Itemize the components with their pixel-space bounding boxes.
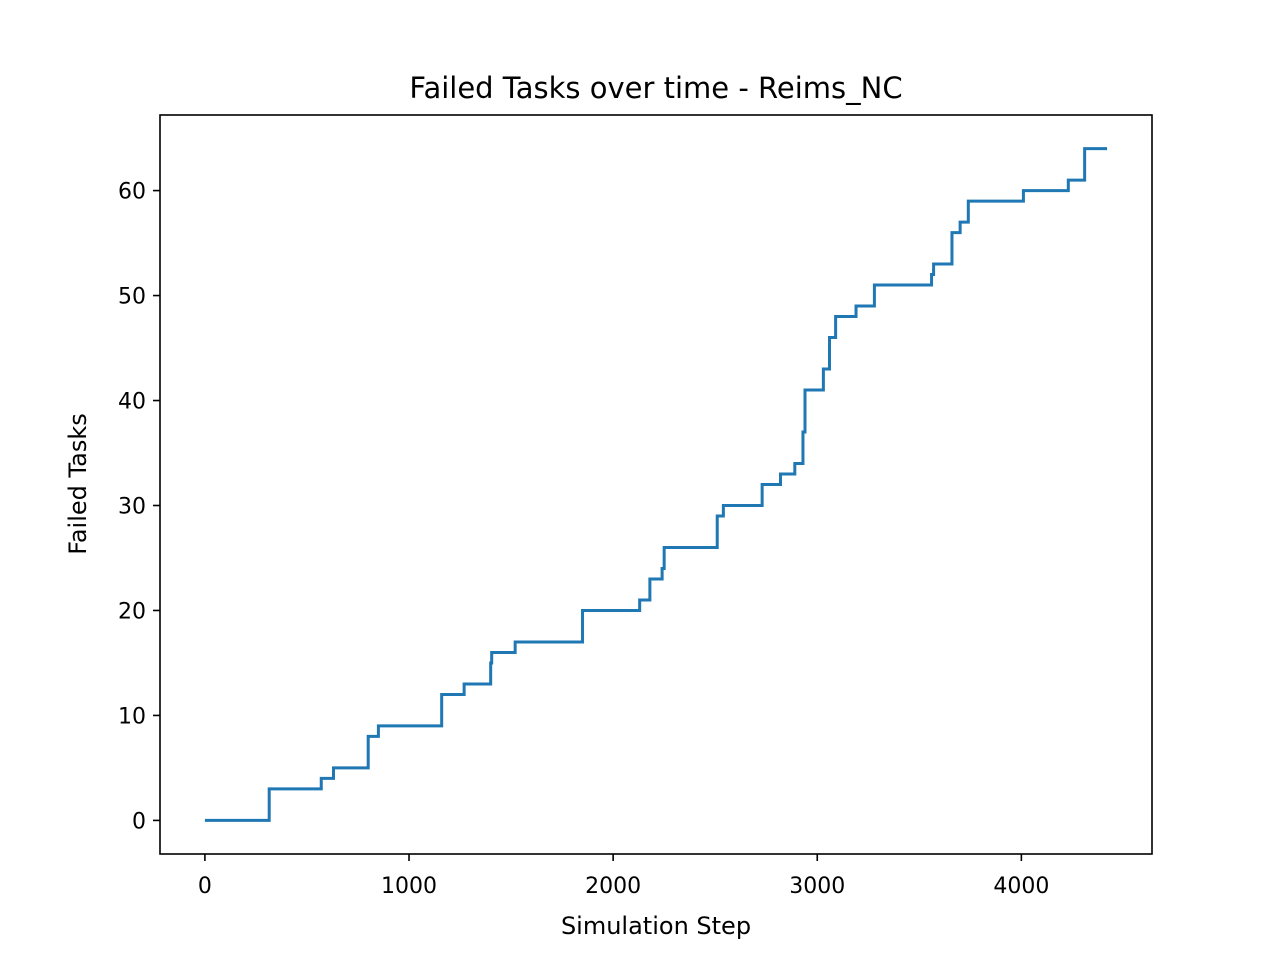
y-tick-label: 60	[118, 180, 146, 205]
y-axis-label: Failed Tasks	[64, 413, 92, 555]
y-tick-label: 10	[118, 704, 146, 729]
x-tick-label: 1000	[381, 874, 437, 899]
x-tick-label: 2000	[585, 874, 641, 899]
x-axis-label: Simulation Step	[561, 912, 751, 940]
y-tick-label: 30	[118, 494, 146, 519]
y-tick-label: 0	[132, 809, 146, 834]
x-tick-label: 0	[198, 874, 212, 899]
y-tick-label: 20	[118, 599, 146, 624]
plot-frame	[159, 114, 1153, 855]
x-tick-label: 4000	[993, 874, 1049, 899]
x-tick-label: 3000	[789, 874, 845, 899]
y-tick-label: 40	[118, 390, 146, 415]
chart-title: Failed Tasks over time - Reims_NC	[409, 71, 902, 105]
y-tick-label: 50	[118, 285, 146, 310]
series-line-0	[204, 147, 1108, 822]
